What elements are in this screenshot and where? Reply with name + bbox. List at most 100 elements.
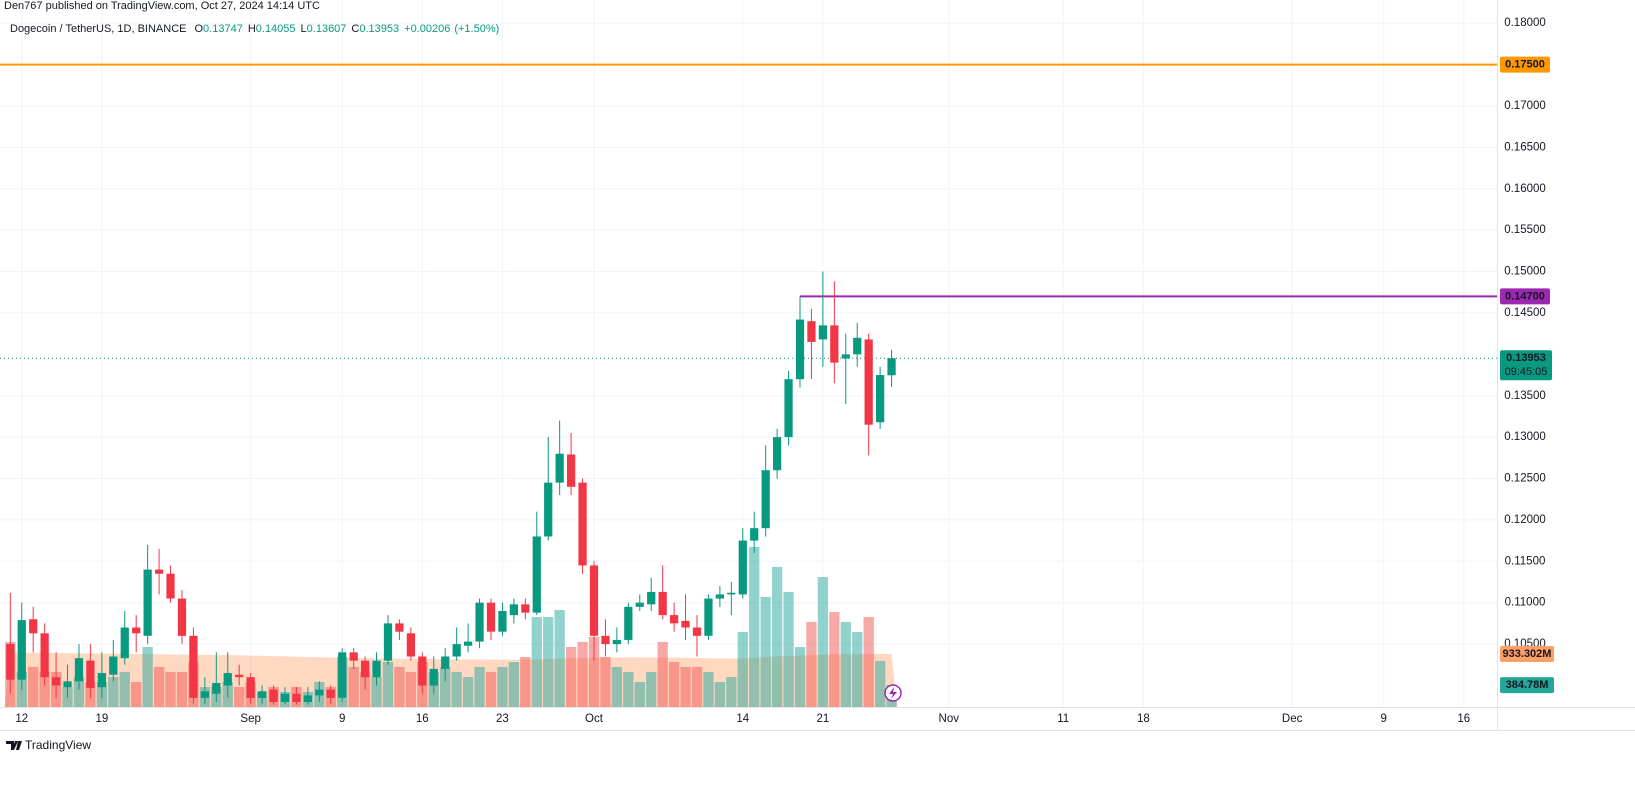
- volume-ma-label: 933.302M: [1503, 648, 1552, 660]
- candle-body: [463, 641, 473, 646]
- candle-body: [612, 639, 622, 645]
- candle-body: [132, 627, 141, 634]
- candle-body: [864, 339, 873, 425]
- volume-bar: [405, 671, 417, 707]
- x-tick-label: 23: [496, 713, 509, 725]
- volume-bar: [874, 660, 886, 707]
- candle-body: [189, 635, 198, 698]
- candle-body: [772, 437, 782, 471]
- candle-body: [200, 691, 209, 698]
- candle-body: [257, 691, 267, 698]
- volume-bar: [485, 671, 497, 707]
- x-tick-label: 11: [1057, 713, 1069, 725]
- legend-label: L: [301, 23, 307, 35]
- candle-body: [727, 592, 736, 595]
- volume-bar: [462, 676, 474, 707]
- candle-body: [692, 627, 702, 636]
- volume-bar: [451, 671, 462, 707]
- candle-body: [521, 604, 530, 613]
- candle-body: [6, 644, 15, 680]
- volume-label: 384.78M: [1506, 679, 1549, 691]
- candle-body: [509, 604, 518, 616]
- candle-body: [74, 658, 84, 682]
- brand-name: TradingView: [25, 738, 91, 752]
- volume-bar: [508, 661, 520, 707]
- legend-value: 0.13747: [203, 23, 243, 35]
- candle-body: [109, 656, 118, 675]
- brand-logo: TradingView: [6, 738, 91, 752]
- volume-bar: [760, 596, 771, 707]
- candle-body: [578, 482, 587, 566]
- volume-bar: [554, 609, 565, 707]
- candle-body: [875, 375, 885, 423]
- volume-bar: [726, 676, 737, 707]
- x-tick-label: 14: [736, 713, 749, 725]
- y-tick-label: 0.15500: [1504, 224, 1546, 236]
- y-tick-label: 0.18000: [1504, 17, 1546, 29]
- candle-body: [669, 615, 679, 624]
- volume-bar: [623, 671, 634, 707]
- volume-bar: [153, 666, 165, 707]
- y-tick-label: 0.17000: [1504, 100, 1546, 112]
- brand-mark: [6, 741, 22, 750]
- candle-body: [841, 354, 850, 359]
- volume-bar: [863, 616, 874, 707]
- volume-bar: [657, 641, 668, 707]
- replay-icon: [884, 684, 902, 702]
- volume-bar: [668, 661, 680, 707]
- price-tag: [1500, 56, 1550, 73]
- volume-bar: [680, 666, 691, 707]
- y-tick-label: 0.13500: [1504, 390, 1546, 402]
- candle-body: [635, 602, 644, 607]
- candle-body: [589, 565, 599, 636]
- candle-body: [235, 674, 244, 678]
- candle-body: [681, 620, 690, 628]
- y-tick-label: 0.16500: [1504, 141, 1546, 153]
- volume-bar: [520, 656, 531, 707]
- volume-bar: [142, 646, 153, 707]
- volume-bar: [749, 546, 760, 707]
- x-tick-label: Nov: [939, 713, 960, 725]
- candle-body: [830, 325, 839, 363]
- volume-bar: [382, 661, 394, 707]
- x-tick-label: 16: [416, 713, 429, 725]
- candle-body: [429, 668, 438, 686]
- lines-layer: [0, 63, 1497, 359]
- symbol-title: Dogecoin / TetherUS, 1D, BINANCE: [10, 23, 186, 35]
- y-tick-label: 0.16000: [1504, 183, 1546, 195]
- x-tick-label: 9: [1380, 713, 1386, 725]
- change-percent: (+1.50%): [454, 23, 499, 35]
- candle-body: [761, 470, 770, 529]
- candle-body: [647, 591, 656, 605]
- candle-body: [86, 660, 95, 688]
- x-tick-label: 18: [1137, 713, 1150, 725]
- candle-body: [292, 693, 301, 703]
- volume-bar: [588, 636, 600, 707]
- y-tick-label: 0.11000: [1505, 597, 1546, 609]
- volume-bar: [852, 631, 863, 707]
- y-tick-label: 0.15000: [1504, 266, 1546, 278]
- candle-body: [120, 627, 129, 659]
- volume-ma-tag: [1500, 645, 1554, 662]
- volume-bar: [840, 621, 851, 707]
- volume-bar: [737, 631, 748, 707]
- candle-body: [143, 569, 152, 636]
- candle-body: [475, 602, 484, 642]
- candle-body: [17, 620, 26, 680]
- x-tick-label: 19: [95, 713, 108, 725]
- candle-body: [223, 673, 232, 686]
- candle-body: [704, 598, 713, 636]
- candle-body: [29, 619, 38, 634]
- volume-bar: [371, 676, 382, 707]
- candle-body: [154, 569, 164, 574]
- volume-bar: [165, 671, 176, 707]
- candle-body: [624, 606, 633, 640]
- change-value: +0.00206: [404, 23, 450, 35]
- volume-bar: [119, 671, 130, 707]
- candle-body: [566, 454, 576, 487]
- candle-body: [372, 660, 381, 678]
- legend-value: 0.13953: [359, 23, 399, 35]
- countdown-label: 09:45:05: [1505, 366, 1548, 378]
- volume-bar: [176, 671, 188, 707]
- volume-bar: [474, 666, 485, 707]
